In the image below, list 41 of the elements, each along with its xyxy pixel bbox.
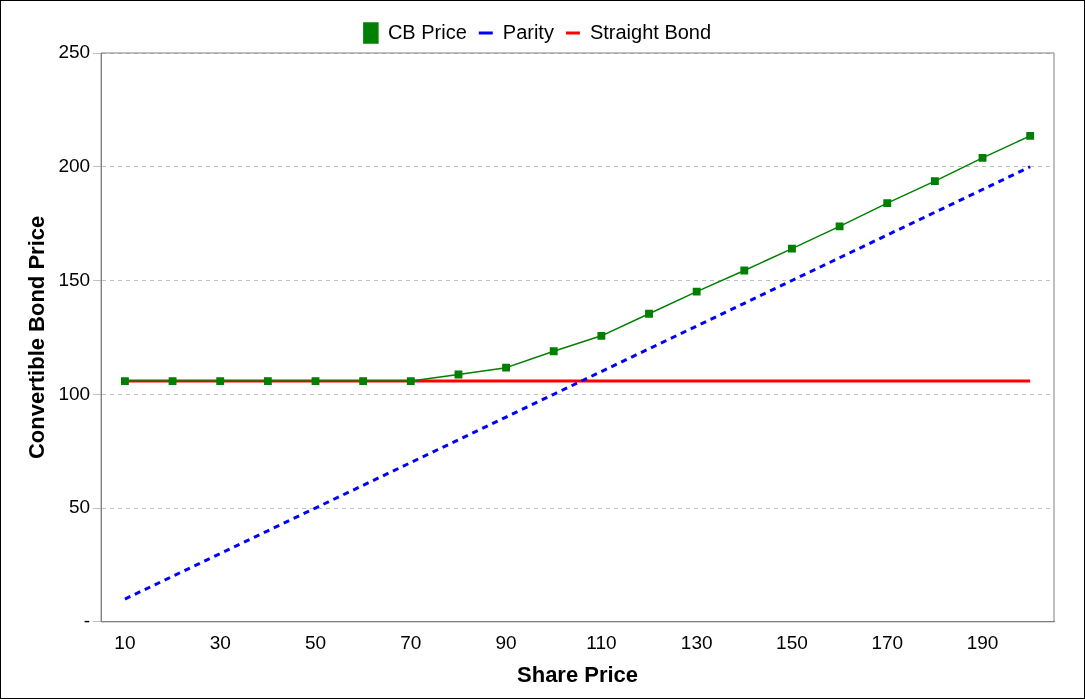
point [502,363,511,372]
legend-label: Straight Bond [589,20,712,43]
x-tick-label: 130 [680,632,713,654]
x-tick-label: 70 [400,632,422,654]
y-tick-label: 150 [58,268,91,290]
point [930,177,939,186]
point [740,266,749,275]
point [216,377,225,386]
point [597,331,606,340]
point [549,347,558,356]
y-axis-title: Convertible Bond Price [24,215,50,460]
point [168,377,177,386]
point [1026,131,1035,140]
x-tick-label: 150 [776,632,808,654]
legend-label: Parity [502,20,554,43]
x-tick-label: 190 [966,632,999,654]
y-tick-label: 100 [58,382,91,404]
point [883,199,892,208]
point [978,153,987,162]
y-tick-label: - [83,610,91,632]
x-tick-label: 50 [304,632,327,654]
x-tick-label: 30 [209,632,231,654]
x-tick-label: 10 [114,632,136,654]
x-tick-label: 90 [495,632,517,654]
line-series [123,165,1032,601]
point [835,222,844,231]
y-tick-label: 200 [58,154,91,176]
y-tick-label: 250 [58,41,91,63]
point [359,377,368,386]
x-tick-label: 110 [586,632,617,654]
point [311,377,320,386]
legend-label: CB Price [387,20,467,43]
y-tick-label: 50 [68,496,91,518]
point [406,377,415,386]
point [120,377,129,386]
point [788,244,796,253]
point [692,287,701,296]
point [645,309,653,318]
x-axis-title: Share Price [517,661,639,687]
point [263,377,272,386]
x-tick-label: 170 [871,632,904,654]
